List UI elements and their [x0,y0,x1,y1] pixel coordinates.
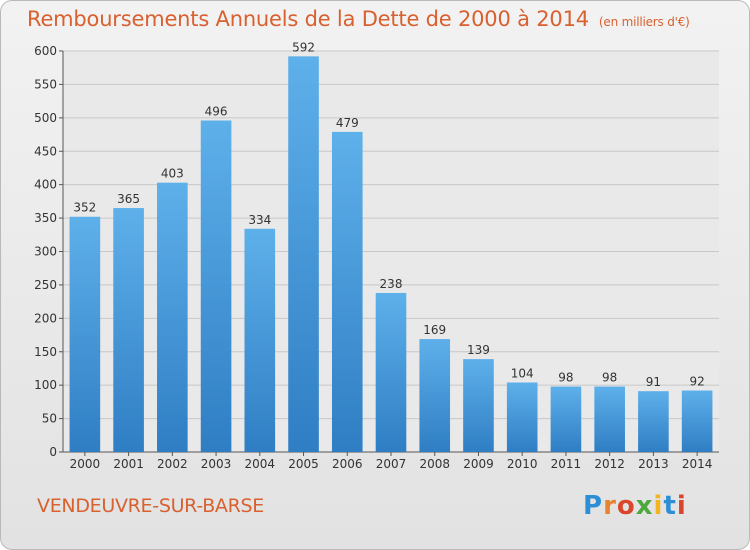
y-tick-label: 450 [34,144,57,158]
bar-2003 [200,120,232,453]
bar-2010 [506,382,538,452]
data-label-2000: 352 [73,201,96,215]
data-label-2006: 479 [336,116,359,130]
bar-2013 [638,391,669,452]
data-label-2011: 98 [558,371,573,385]
data-label-2009: 139 [467,343,490,357]
bar-2012 [594,386,625,452]
bar-2001 [113,208,144,452]
bar-2009 [463,359,494,452]
x-tick-label-2001: 2001 [113,457,144,471]
x-tick-label-2009: 2009 [463,457,494,471]
data-label-2012: 98 [602,371,617,385]
x-tick-label-2010: 2010 [507,457,538,471]
data-label-2014: 92 [689,375,704,389]
x-tick-label-2007: 2007 [376,457,407,471]
x-tick-label-2005: 2005 [288,457,319,471]
bar-2006 [331,131,363,452]
bar-2007 [375,292,407,452]
y-tick-label: 400 [34,178,57,192]
x-tick-label-2004: 2004 [245,457,276,471]
bar-2014 [681,390,713,452]
y-tick-label: 200 [34,311,57,325]
bar-2005 [288,56,319,452]
y-tick-label: 50 [42,412,57,426]
bar-2002 [157,182,188,452]
x-tick-label-2013: 2013 [638,457,669,471]
data-label-2001: 365 [117,192,140,206]
y-tick-label: 150 [34,345,57,359]
data-label-2004: 334 [248,213,271,227]
y-tick-label: 250 [34,278,57,292]
chart-title: Remboursements Annuels de la Dette de 20… [27,7,690,31]
data-label-2007: 238 [380,277,403,291]
y-tick-label: 600 [34,44,57,58]
data-label-2003: 496 [205,105,228,119]
y-tick-label: 550 [34,77,57,91]
y-tick-label: 100 [34,378,57,392]
bar-2004 [244,228,276,452]
x-tick-label-2006: 2006 [332,457,363,471]
y-tick-label: 500 [34,111,57,125]
bar-2011 [550,386,582,452]
commune-name: VENDEUVRE-SUR-BARSE [37,495,264,517]
y-tick-label: 350 [34,211,57,225]
x-tick-label-2012: 2012 [594,457,625,471]
y-tick-label: 300 [34,245,57,259]
bar-2000 [69,216,101,452]
y-tick-label: 0 [49,445,57,459]
x-tick-label-2014: 2014 [682,457,713,471]
data-label-2008: 169 [423,323,446,337]
x-tick-label-2002: 2002 [157,457,188,471]
chart-subtitle: (en milliers d'€) [598,15,690,29]
x-tick-label-2003: 2003 [201,457,232,471]
x-tick-label-2008: 2008 [419,457,450,471]
proxiti-logo: Proxiti [583,491,687,521]
data-label-2010: 104 [511,366,534,380]
x-tick-label-2011: 2011 [551,457,582,471]
data-label-2013: 91 [646,375,661,389]
x-tick-label-2000: 2000 [70,457,101,471]
bar-2008 [419,339,451,452]
data-label-2002: 403 [161,167,184,181]
data-label-2005: 592 [292,40,315,54]
